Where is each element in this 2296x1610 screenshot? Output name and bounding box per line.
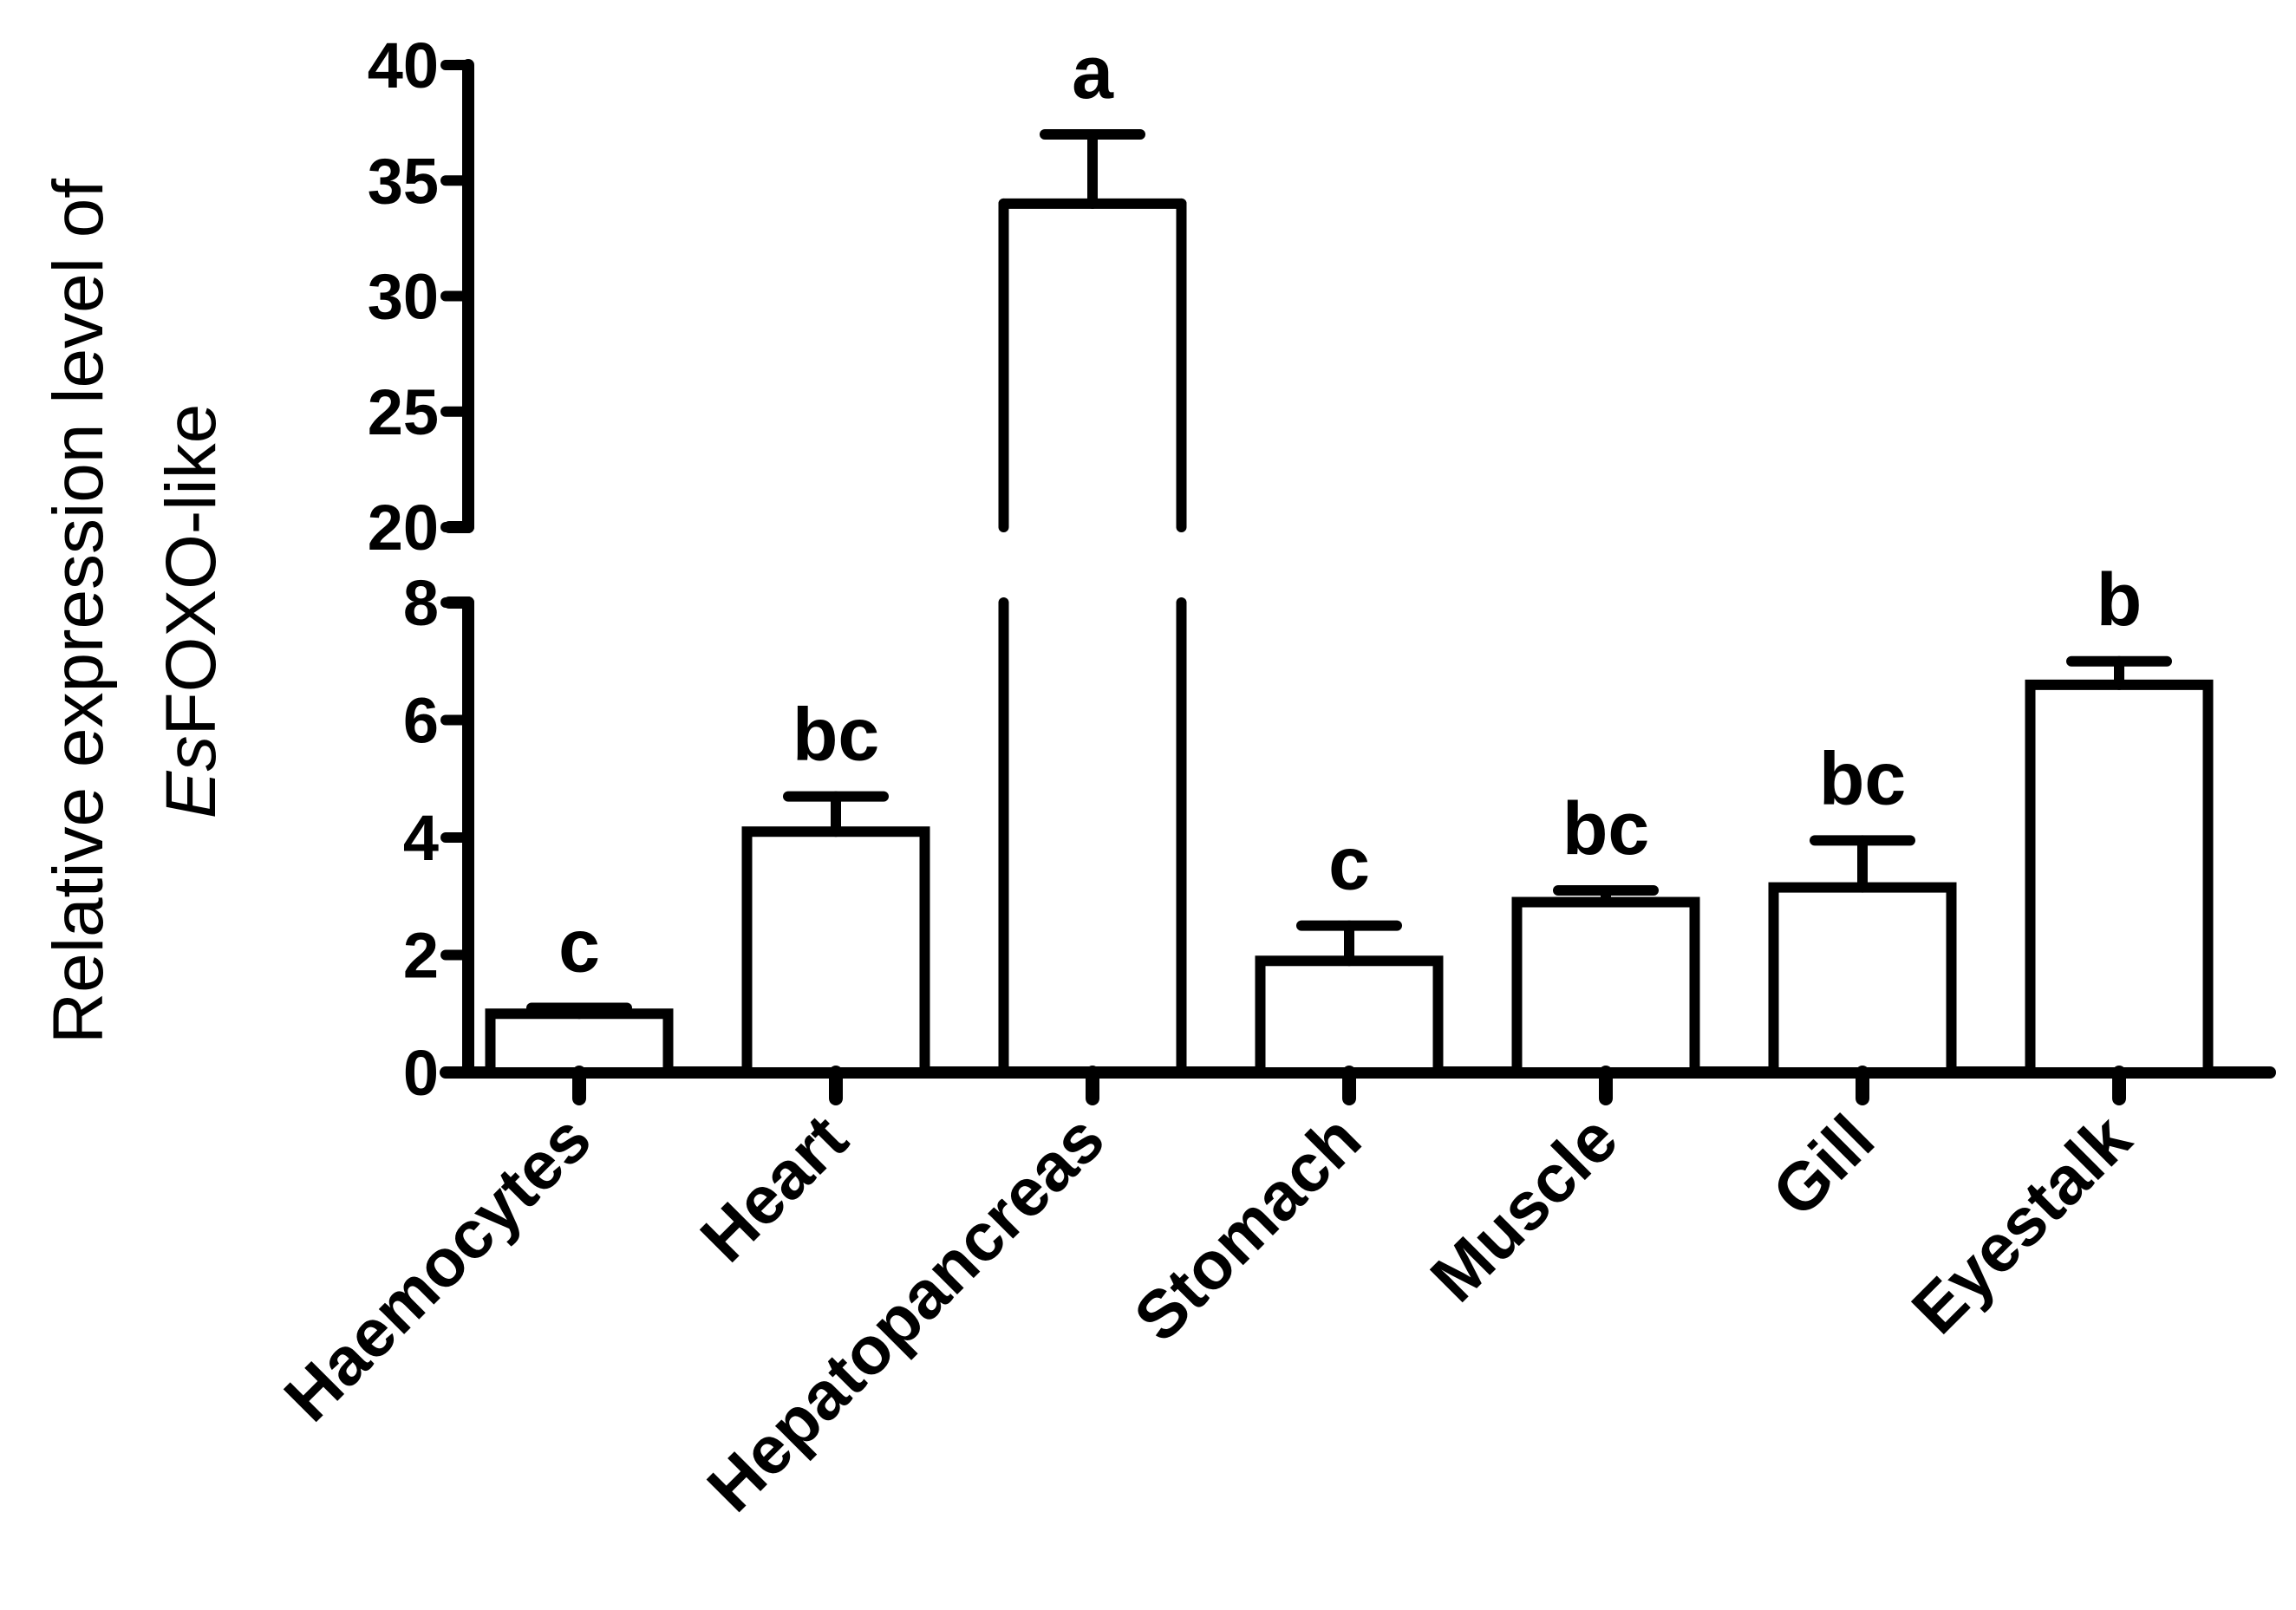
bar (2025, 679, 2214, 1078)
y-tick-label: 0 (403, 1037, 439, 1109)
y-tick-label: 20 (368, 492, 439, 564)
x-tick-label: Gill (1758, 1100, 1888, 1231)
x-tick-label: Eyestalk (1897, 1099, 2146, 1348)
y-axis-label-line2: EsFOXO-like (152, 404, 231, 818)
y-tick-label: 25 (368, 376, 439, 448)
y-tick-label: 6 (403, 685, 439, 757)
y-tick-label: 2 (403, 920, 439, 992)
significance-label: c (558, 904, 600, 988)
y-axis-label-rest: FOXO-like (152, 404, 231, 736)
y-tick-label: 8 (403, 567, 439, 639)
bar (1768, 882, 1957, 1079)
bar (1255, 955, 1444, 1079)
significance-label: bc (1562, 787, 1649, 870)
bar (1511, 896, 1700, 1079)
y-axis-label-line1: Relative expression level of (39, 179, 118, 1044)
y-tick-label: 40 (368, 29, 439, 101)
y-tick-label: 4 (403, 802, 439, 874)
x-tick-label: Muscle (1416, 1100, 1632, 1316)
significance-label: bc (1819, 737, 1906, 820)
significance-label: bc (793, 694, 879, 777)
bar (741, 826, 930, 1078)
y-axis-label-italic: Es (152, 736, 231, 819)
x-tick-label: Haemocytes (270, 1100, 605, 1436)
y-tick-label: 35 (368, 145, 439, 217)
x-tick-label: Heart (686, 1100, 862, 1276)
significance-label: c (1328, 823, 1370, 906)
significance-label: b (2097, 558, 2143, 642)
significance-label: a (1072, 31, 1114, 114)
y-tick-label: 30 (368, 261, 439, 333)
plot-area: 024682025303540cHaemocytesbcHeartaHepato… (270, 29, 2276, 1526)
bar (485, 1008, 674, 1078)
x-tick-label: Stomach (1119, 1100, 1375, 1356)
